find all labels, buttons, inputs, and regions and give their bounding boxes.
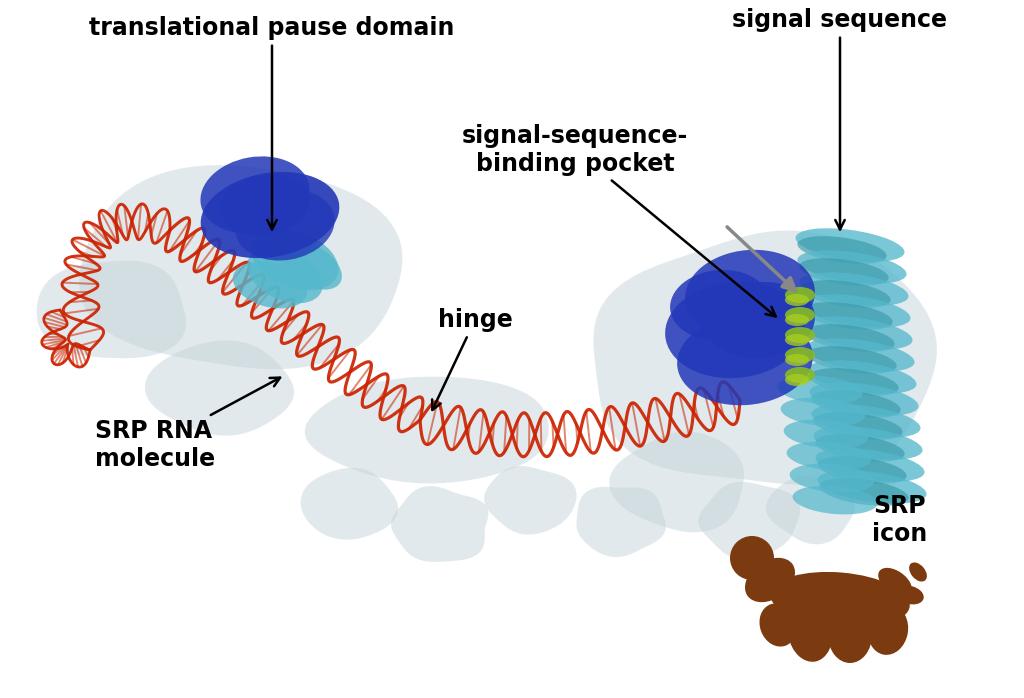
Ellipse shape [806,339,914,372]
Polygon shape [37,261,186,358]
Ellipse shape [817,456,906,484]
Ellipse shape [777,376,862,404]
Ellipse shape [201,172,339,258]
Polygon shape [609,431,744,533]
Ellipse shape [815,448,925,482]
Ellipse shape [760,604,797,646]
Polygon shape [391,486,488,562]
Ellipse shape [802,295,910,327]
Ellipse shape [220,174,309,235]
Polygon shape [305,377,549,484]
Polygon shape [594,230,937,484]
Ellipse shape [807,346,897,374]
Ellipse shape [780,398,865,426]
Ellipse shape [786,442,871,470]
Ellipse shape [828,607,872,663]
Ellipse shape [770,572,909,628]
Ellipse shape [800,272,908,306]
Ellipse shape [811,390,900,418]
Ellipse shape [819,478,908,506]
Ellipse shape [804,316,912,350]
Ellipse shape [677,315,813,406]
Ellipse shape [785,354,809,366]
Ellipse shape [785,367,815,383]
Ellipse shape [252,230,338,290]
Text: SRP RNA
molecule: SRP RNA molecule [95,378,281,471]
Ellipse shape [810,383,919,416]
Ellipse shape [808,360,916,394]
Ellipse shape [783,419,868,448]
Polygon shape [577,487,666,557]
Polygon shape [79,165,402,369]
Polygon shape [484,466,577,535]
Ellipse shape [785,347,815,363]
Polygon shape [766,476,855,544]
Ellipse shape [817,470,927,504]
Polygon shape [698,482,800,560]
Ellipse shape [785,287,815,303]
Ellipse shape [247,246,323,303]
Text: signal-sequence-
binding pocket: signal-sequence- binding pocket [462,124,776,316]
Ellipse shape [813,412,902,440]
Ellipse shape [787,602,833,662]
Ellipse shape [785,314,809,326]
Ellipse shape [201,156,309,234]
Ellipse shape [804,302,893,330]
Ellipse shape [785,334,809,346]
Ellipse shape [785,374,809,386]
Ellipse shape [815,434,904,462]
Ellipse shape [745,558,795,602]
Ellipse shape [813,426,923,460]
Ellipse shape [896,586,924,604]
Ellipse shape [785,307,815,323]
Ellipse shape [867,605,908,655]
Ellipse shape [798,251,906,283]
Ellipse shape [706,282,815,358]
Ellipse shape [798,236,887,264]
Ellipse shape [279,240,342,290]
Ellipse shape [796,228,904,262]
Ellipse shape [670,270,770,340]
Text: SRP
icon: SRP icon [872,494,928,546]
Text: signal sequence: signal sequence [732,8,947,230]
Ellipse shape [793,486,878,514]
Ellipse shape [232,262,307,309]
Text: hinge: hinge [432,308,512,410]
Circle shape [730,536,774,580]
Polygon shape [301,468,398,540]
Ellipse shape [800,258,889,286]
Ellipse shape [909,563,927,581]
Ellipse shape [811,404,921,438]
Polygon shape [144,341,294,436]
Ellipse shape [685,250,815,340]
Ellipse shape [790,463,874,492]
Ellipse shape [809,368,899,396]
Ellipse shape [785,294,809,306]
Ellipse shape [666,282,805,378]
Ellipse shape [879,568,911,596]
Ellipse shape [802,280,891,308]
Ellipse shape [785,327,815,343]
Text: translational pause domain: translational pause domain [89,16,455,230]
Ellipse shape [806,324,895,352]
Ellipse shape [236,189,335,260]
